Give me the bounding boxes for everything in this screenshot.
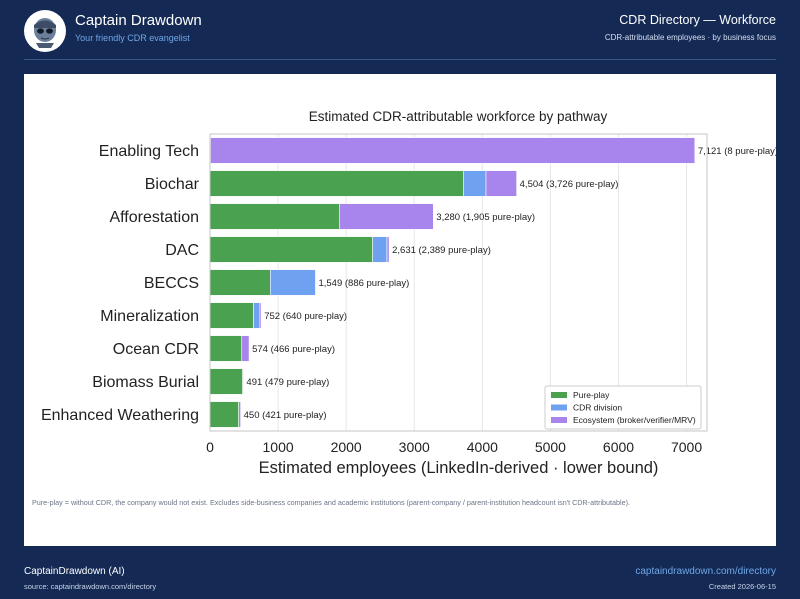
y-tick-label-beccs: BECCS: [144, 275, 199, 292]
legend-entry-cdr-division: CDR division: [573, 403, 622, 413]
x-tick-label-0: 0: [206, 439, 214, 455]
page-title: CDR Directory — Workforce: [619, 13, 776, 27]
legend-swatch-cdr-division: [551, 404, 567, 411]
y-tick-label-biomass-burial: Biomass Burial: [92, 374, 199, 391]
bar-dac-cdr-division: [372, 236, 388, 263]
y-tick-label-enhanced-weathering: Enhanced Weathering: [41, 407, 199, 424]
chart-legend: Pure-play CDR division Ecosystem (broker/v…: [544, 385, 702, 430]
y-tick-label-afforestation: Afforestation: [109, 209, 199, 226]
legend-swatch-ecosystem-broker-verifier-mrv: [551, 417, 567, 423]
bar-enhanced-weathering-ecosystem-broker-verifier-mrv: [238, 401, 241, 428]
x-tick-label-3000: 3000: [399, 439, 430, 455]
x-tick-label-1000: 1000: [263, 439, 294, 455]
bar-beccs-cdr-division: [270, 269, 316, 296]
legend-box: [544, 385, 702, 430]
y-axis-labels: Enabling Tech Biochar Afforestation DAC BECC…: [41, 143, 200, 424]
bar-label-mineralization: 752 (640 pure-play): [264, 311, 347, 322]
bar-biomass-burial-ecosystem-broker-verifier-mrv: [242, 368, 244, 395]
workforce-bar-chart: Estimated CDR-attributable workforce by …: [41, 109, 776, 477]
brand-subtitle: Your friendly CDR evangelist: [75, 33, 190, 43]
captain-drawdown-avatar[interactable]: [24, 10, 66, 52]
bar-dac-ecosystem-broker-verifier-mrv: [386, 236, 390, 263]
legend-entry-pure-play: Pure-play: [573, 390, 610, 400]
brand-title: Captain Drawdown: [75, 12, 202, 29]
bar-biochar-pure-play: [209, 170, 464, 197]
x-axis-ticks: 0 1000 2000 3000 4000 5000 6000 7000: [206, 439, 702, 455]
bar-enabling-tech-ecosystem-broker-verifier-mrv: [210, 137, 696, 164]
y-tick-label-enabling-tech: Enabling Tech: [99, 143, 199, 160]
bar-label-afforestation: 3,280 (1,905 pure-play): [436, 212, 535, 223]
bar-ocean-cdr-ecosystem-broker-verifier-mrv: [241, 335, 250, 362]
chart-title: Estimated CDR-attributable workforce by …: [309, 109, 608, 124]
bar-label-biomass-burial: 491 (479 pure-play): [246, 377, 329, 388]
y-tick-label-ocean-cdr: Ocean CDR: [113, 341, 199, 358]
bar-afforestation-ecosystem-broker-verifier-mrv: [339, 203, 434, 230]
bar-label-dac: 2,631 (2,389 pure-play): [392, 245, 491, 256]
y-tick-label-biochar: Biochar: [145, 176, 200, 193]
y-tick-label-mineralization: Mineralization: [100, 308, 199, 325]
x-tick-label-7000: 7000: [671, 439, 702, 455]
bar-label-ocean-cdr: 574 (466 pure-play): [252, 344, 335, 355]
footer-source: source: captaindrawdown.com/directory: [24, 582, 157, 591]
x-tick-label-5000: 5000: [535, 439, 566, 455]
legend-entry-ecosystem-broker-verifier-mrv: Ecosystem (broker/verifier/MRV): [573, 415, 696, 425]
bar-label-beccs: 1,549 (886 pure-play): [318, 278, 409, 289]
bar-value-labels: 7,121 (8 pure-play) 4,504 (3,726 pure-pla…: [244, 146, 776, 421]
bar-label-biochar: 4,504 (3,726 pure-play): [520, 179, 619, 190]
bar-mineralization-pure-play: [209, 302, 254, 329]
bar-label-enhanced-weathering: 450 (421 pure-play): [244, 410, 327, 421]
footer-directory-link[interactable]: captaindrawdown.com/directory: [635, 566, 776, 577]
x-axis-label: Estimated employees (LinkedIn-derived · …: [259, 459, 659, 477]
bar-biochar-cdr-division: [463, 170, 487, 197]
y-tick-label-dac: DAC: [165, 242, 199, 259]
plot-frame: [209, 133, 708, 432]
bar-dac-pure-play: [209, 236, 373, 263]
legend-swatch-pure-play: [551, 392, 567, 398]
x-tick-label-4000: 4000: [467, 439, 498, 455]
bar-mineralization-ecosystem-broker-verifier-mrv: [259, 302, 262, 329]
header-divider: [24, 59, 776, 60]
bar-beccs-pure-play: [209, 269, 271, 296]
bar-label-enabling-tech: 7,121 (8 pure-play): [698, 146, 776, 157]
methodology-note: Pure-play = without CDR, the company wou…: [32, 498, 631, 507]
bar-afforestation-pure-play: [209, 203, 340, 230]
bar-mineralization-cdr-division: [253, 302, 261, 329]
footer-created-date: Created 2026-06-15: [708, 582, 776, 591]
chart-card: Estimated CDR-attributable workforce by …: [24, 74, 776, 546]
bar-biochar-ecosystem-broker-verifier-mrv: [485, 170, 517, 197]
bar-biomass-burial-pure-play: [209, 368, 243, 395]
x-tick-label-2000: 2000: [331, 439, 362, 455]
x-tick-label-6000: 6000: [603, 439, 634, 455]
page-subtitle: CDR-attributable employees · by business…: [604, 33, 776, 42]
footer-brand: CaptainDrawdown (AI): [24, 566, 125, 577]
bar-ocean-cdr-pure-play: [209, 335, 243, 362]
chart-bars: [209, 137, 696, 428]
header: Captain Drawdown Your friendly CDR evang…: [0, 0, 800, 62]
bar-enhanced-weathering-pure-play: [209, 401, 239, 428]
alien-logo-icon: [34, 18, 56, 48]
